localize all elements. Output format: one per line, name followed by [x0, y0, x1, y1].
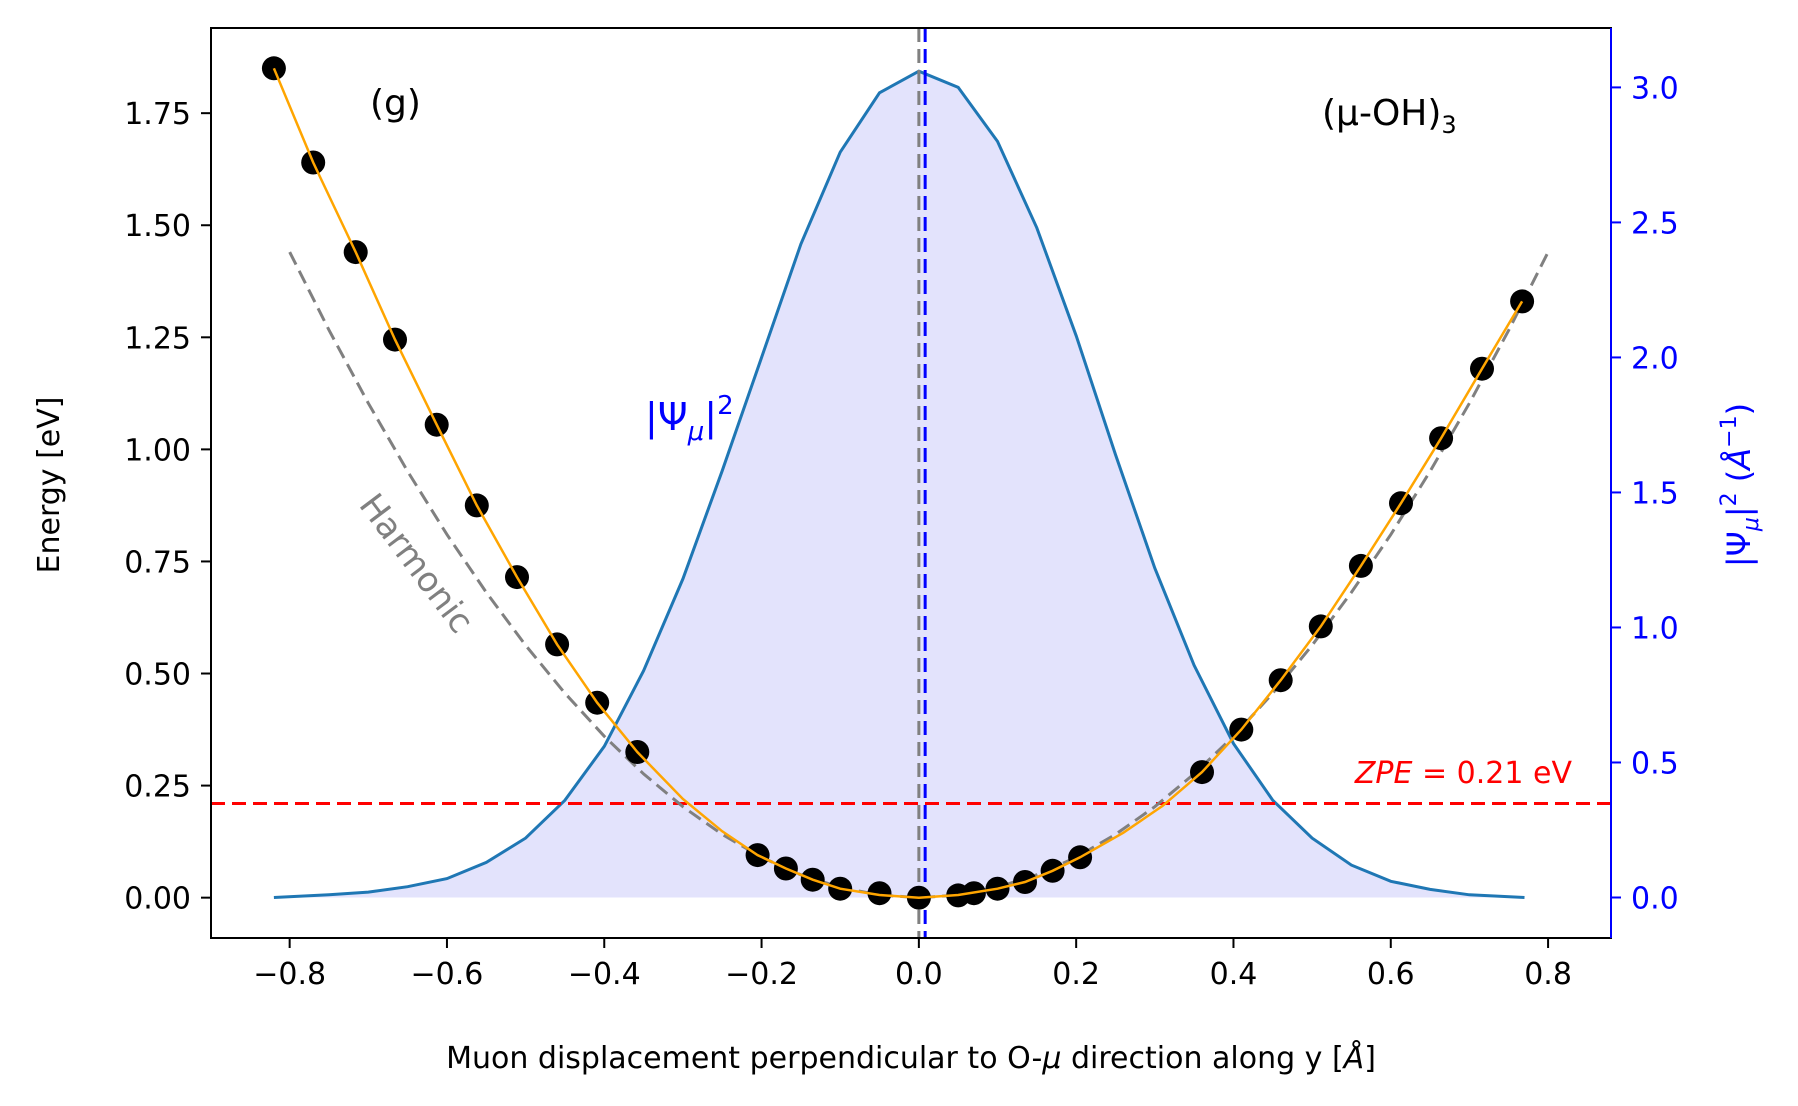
y-axis-ticks: 0.00 0.25 0.50 0.75 1.00 1.25 1.50 1.75 [124, 97, 211, 917]
y-tick-label: 1.25 [124, 321, 191, 356]
wavefunction-line [273, 69, 1525, 899]
x-tick-label: 0.8 [1524, 957, 1572, 992]
x-tick-label: 0.4 [1210, 957, 1258, 992]
data-point [867, 881, 892, 906]
y-tick-label: 1.75 [124, 97, 191, 132]
x-tick-label: 0.0 [895, 957, 943, 992]
y2-tick-label: 1.5 [1631, 476, 1679, 511]
y-tick-label: 1.00 [124, 433, 191, 468]
species-label: (μ-OH)3 [1322, 93, 1457, 139]
wavefunction-label: |Ψμ|2 [645, 391, 734, 447]
y-axis-label: Energy [eV] [32, 397, 67, 574]
x-axis-label: Muon displacement perpendicular to O-μ d… [446, 1040, 1376, 1076]
x-tick-label: −0.6 [411, 957, 484, 992]
x-tick-label: 0.6 [1367, 957, 1415, 992]
y2-tick-label: 0.5 [1631, 746, 1679, 781]
harmonic-label: Harmonic [351, 486, 481, 641]
y2-tick-label: 1.0 [1631, 611, 1679, 646]
zpe-label: ZPE = 0.21 eV [1354, 756, 1573, 791]
y2-tick-label: 3.0 [1631, 71, 1679, 106]
y-tick-label: 0.25 [124, 770, 191, 805]
panel-label: (g) [370, 83, 421, 124]
y2-tick-label: 2.5 [1631, 206, 1679, 241]
x-tick-label: −0.2 [725, 957, 798, 992]
wavefunction-fill [273, 71, 1525, 898]
x-tick-label: −0.4 [568, 957, 641, 992]
y2-tick-label: 0.0 [1631, 881, 1679, 916]
y2-axis-ticks: 0.0 0.5 1.0 1.5 2.0 2.5 3.0 [1611, 71, 1679, 916]
x-tick-label: 0.2 [1052, 957, 1100, 992]
fit-curve [272, 67, 1524, 899]
x-tick-label: −0.8 [253, 957, 326, 992]
y2-axis-label: |Ψμ|2 (Å−1) [1717, 403, 1764, 567]
y-tick-label: 0.75 [124, 545, 191, 580]
x-axis-ticks: −0.8 −0.6 −0.4 −0.2 0.0 0.2 0.4 0.6 0.8 [253, 938, 1572, 992]
y-tick-label: 0.00 [124, 882, 191, 917]
y-tick-label: 1.50 [124, 209, 191, 244]
y-tick-label: 0.50 [124, 658, 191, 693]
y2-tick-label: 2.0 [1631, 341, 1679, 376]
